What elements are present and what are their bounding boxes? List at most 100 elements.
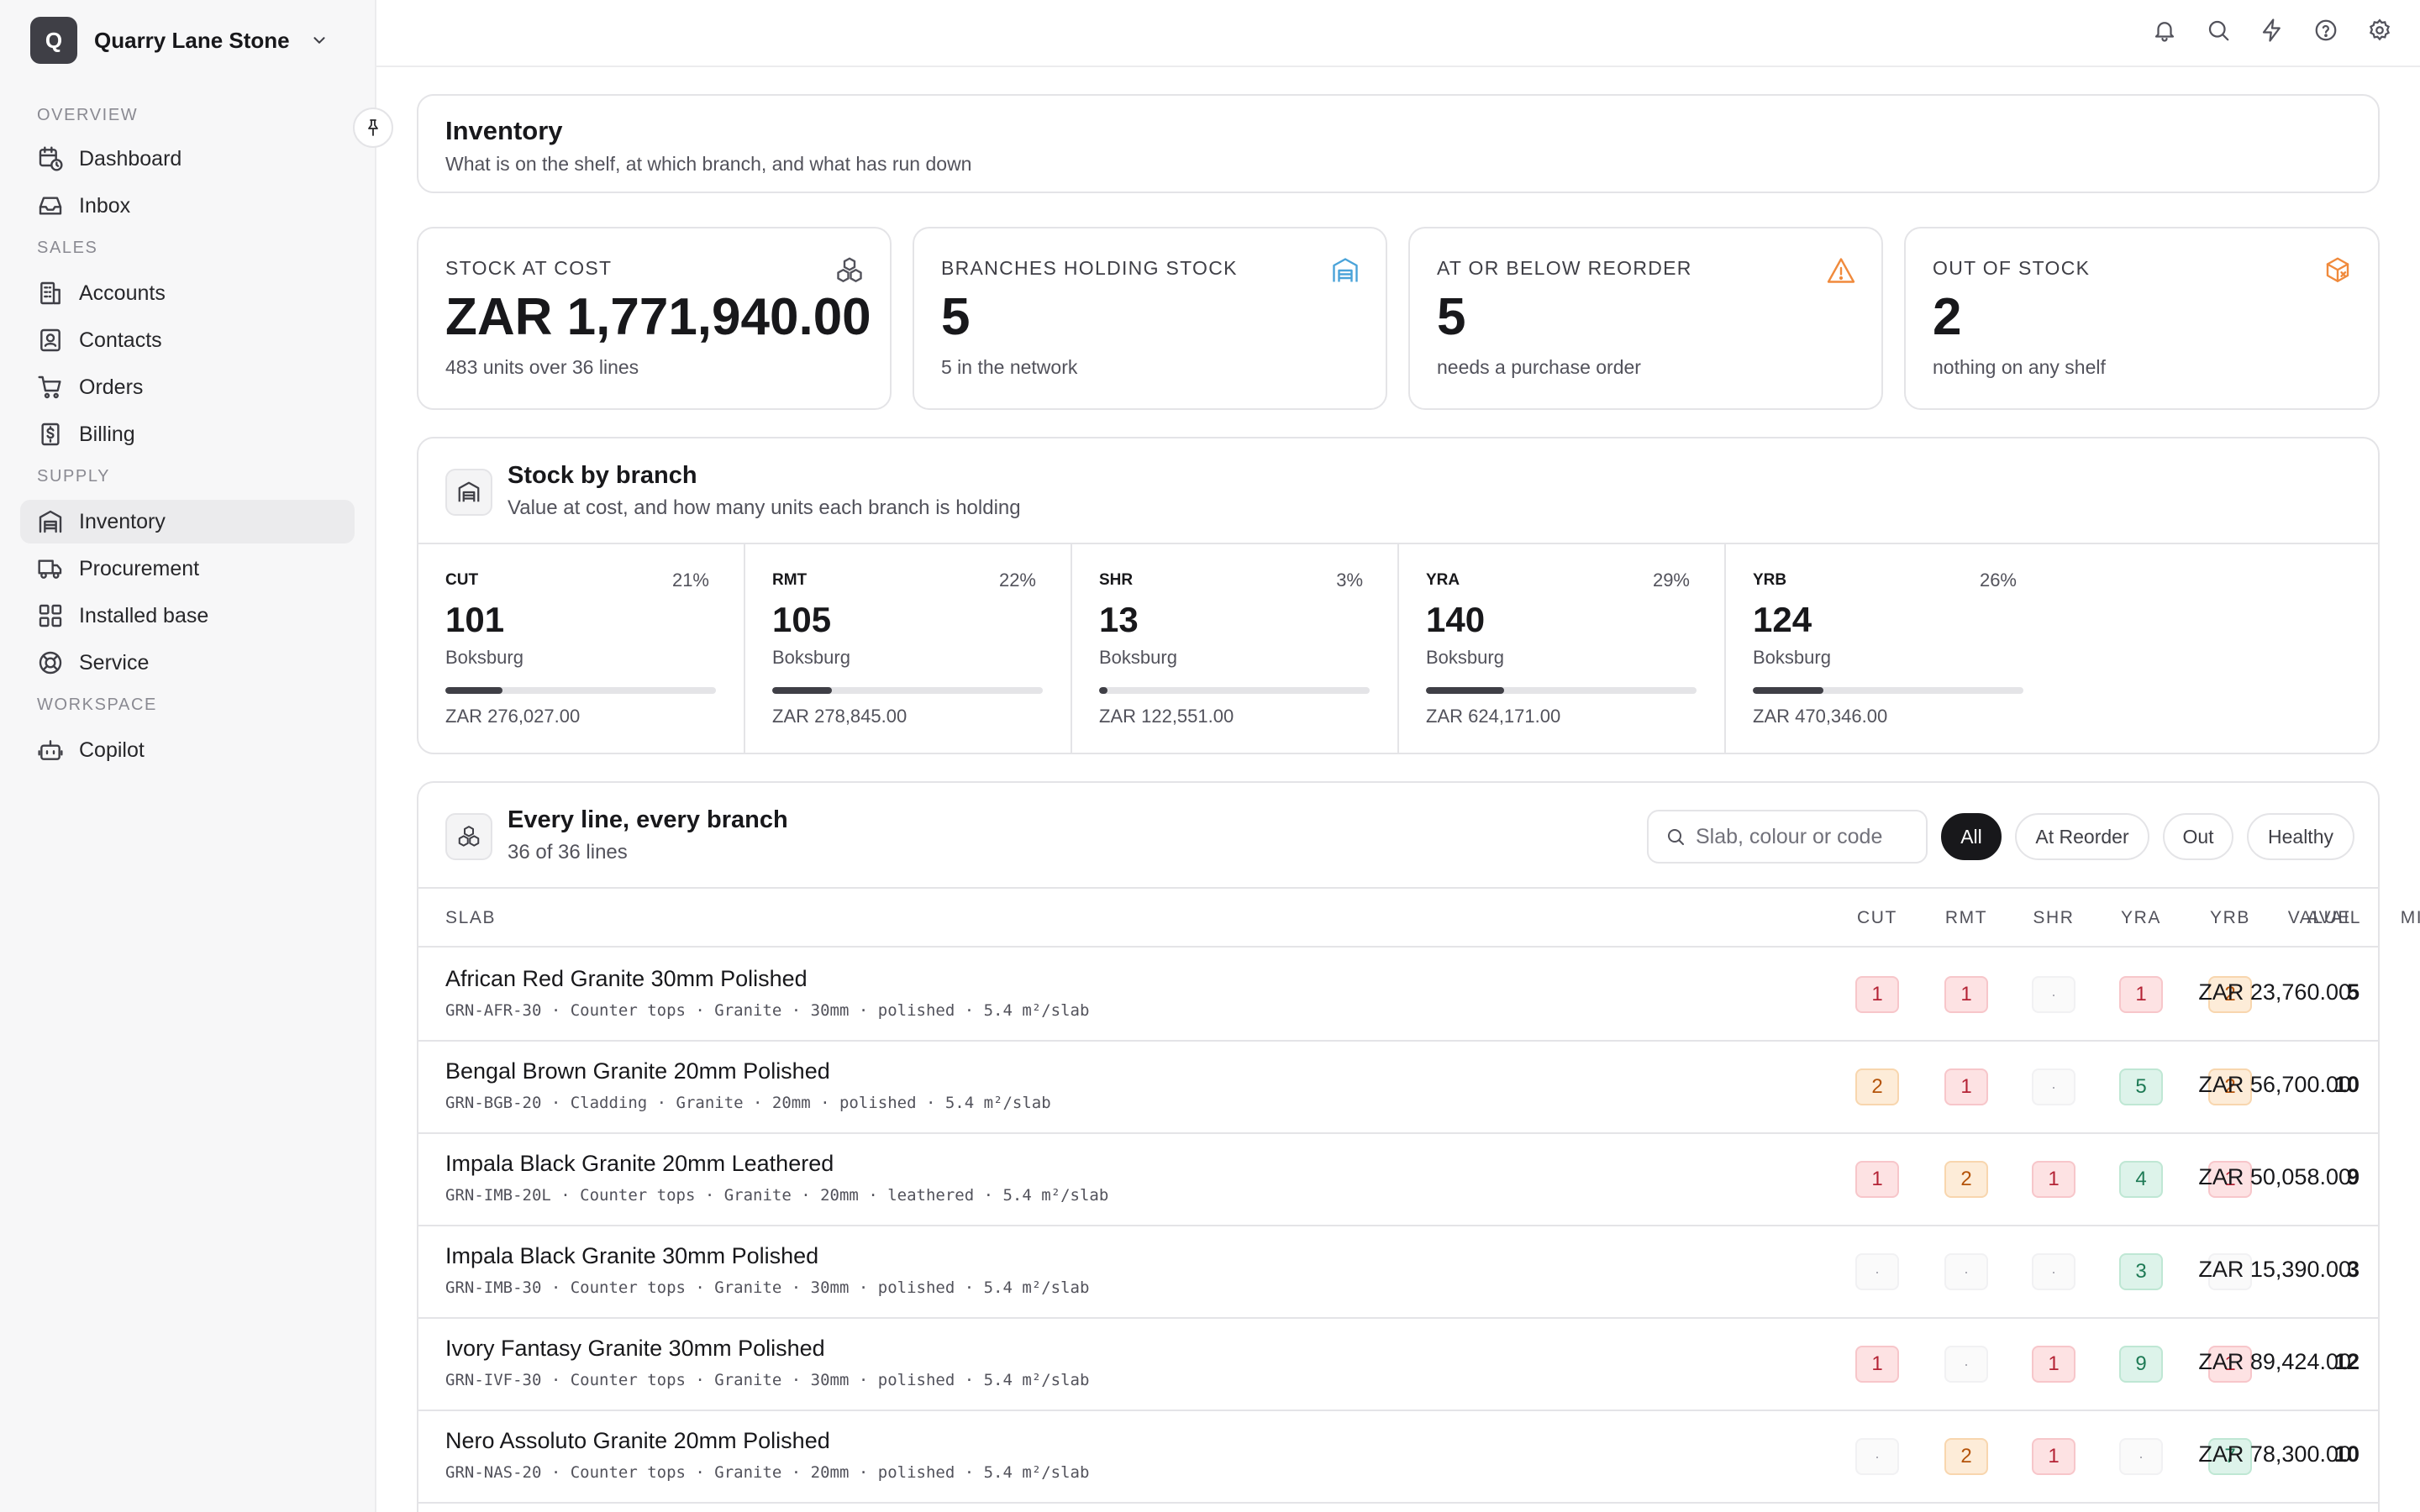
branch-share: 26% [1979,570,2017,591]
column-header-shr[interactable]: SHR [2033,908,2075,927]
kpi-subtext: 5 in the network [941,356,1078,378]
chevron-down-icon [313,37,325,44]
branch-qty-shr: · [2032,976,2075,1013]
sidebar-item-installed-base[interactable]: Installed base [20,594,355,638]
available-qty: 9 [2346,1164,2360,1189]
branch-qty-yrb: 2 [2208,1068,2252,1105]
table-row[interactable]: Ivory Fantasy Granite 30mm Polished GRN-I… [418,1319,2378,1411]
min-qty: 2 [2393,979,2420,1005]
column-header-rmt[interactable]: RMT [1944,908,1988,927]
table-row[interactable]: African Red Granite 30mm Polished GRN-AFR… [418,949,2378,1042]
table-row[interactable]: Nero Assoluto Granite 20mm Polished GRN-N… [418,1411,2378,1504]
branch-qty-rmt: 1 [1944,1068,1988,1105]
kpi-label: BRANCHES HOLDING STOCK [941,257,1238,279]
branch-share: 3% [1336,570,1363,591]
quick-actions-button[interactable] [2259,17,2286,44]
sidebar-item-label: Copilot [79,738,145,762]
dollar-receipt-icon [41,423,60,446]
branch-qty-yrb: 7 [2208,1438,2252,1475]
branch-code: YRB [1753,571,1787,589]
sidebar-item-label: Service [79,650,150,675]
sidebar-item-label: Dashboard [79,146,182,171]
section-icon [445,813,492,860]
notifications-button[interactable] [2151,17,2178,44]
warehouse-icon [1333,258,1358,282]
column-header-yrb[interactable]: YRB [2210,908,2250,927]
sidebar-item-copilot[interactable]: Copilot [20,728,355,772]
building-icon [40,281,60,305]
branch-card-yra[interactable]: YRA 29% 140 Boksburg ZAR 624,171.00 [1399,544,1726,753]
slab-name[interactable]: Impala Black Granite 20mm Leathered [445,1151,834,1176]
branch-qty-cut: 1 [1855,976,1899,1013]
column-header-avail[interactable]: AVAIL [2307,908,2361,927]
boxes-icon [458,826,480,847]
branch-qty-cut: · [1855,1253,1899,1290]
table-row[interactable]: Bengal Brown Granite 20mm Polished GRN-BG… [418,1042,2378,1134]
table-row[interactable]: Impala Black Granite 30mm Polished GRN-IM… [418,1226,2378,1319]
filter-out[interactable]: Out [2163,813,2233,860]
slab-name[interactable]: Bengal Brown Granite 20mm Polished [445,1058,830,1084]
sidebar-item-inbox[interactable]: Inbox [20,184,355,228]
branch-card-cut[interactable]: CUT 21% 101 Boksburg ZAR 276,027.00 [418,544,745,753]
column-header-cut[interactable]: CUT [1857,908,1897,927]
line-value: ZAR 23,760.00 [2198,979,2351,1005]
branch-share: 29% [1652,570,1690,591]
sidebar-item-inventory[interactable]: Inventory [20,500,355,543]
branch-share-bar [445,687,716,694]
page-title: Inventory [445,116,563,145]
kpi-value: ZAR 1,771,940.00 [445,288,871,346]
branch-units: 124 [1753,600,1812,639]
column-header-yra[interactable]: YRA [2121,908,2161,927]
contact-icon [40,328,60,352]
search-icon [2208,20,2229,41]
section-title: Every line, every branch [508,806,788,833]
pin-sidebar-button[interactable] [353,108,393,148]
column-header-slab[interactable]: SLAB [445,908,497,927]
slab-meta: GRN-IMB-20L · Counter tops · Granite · 2… [445,1186,1109,1205]
branch-qty-rmt: 2 [1944,1161,1988,1198]
kpi-at-or-below-reorder: AT OR BELOW REORDER 5 needs a purchase o… [1408,227,1883,410]
sidebar-item-orders[interactable]: Orders [20,365,355,409]
slab-name[interactable]: African Red Granite 30mm Polished [445,966,808,991]
help-button[interactable] [2312,17,2339,44]
sidebar-item-dashboard[interactable]: Dashboard [20,137,355,181]
workspace-avatar: Q [30,17,77,64]
search-button[interactable] [2205,17,2232,44]
branch-location: Boksburg [445,647,523,668]
sidebar-item-label: Inventory [79,509,166,533]
settings-button[interactable] [2366,17,2393,44]
branch-qty-cut: 1 [1855,1346,1899,1383]
sidebar-item-accounts[interactable]: Accounts [20,271,355,315]
branch-qty-cut: 2 [1855,1068,1899,1105]
workspace-switcher[interactable]: Q Quarry Lane Stone [30,17,329,64]
sidebar-item-service[interactable]: Service [20,641,355,685]
filter-at-reorder[interactable]: At Reorder [2015,813,2149,860]
column-header-value[interactable]: VALUE [2287,908,2351,927]
sidebar-item-contacts[interactable]: Contacts [20,318,355,362]
column-header-min[interactable]: MIN [2400,908,2420,927]
available-qty: 5 [2346,979,2360,1005]
kpi-label: AT OR BELOW REORDER [1437,257,1692,279]
warning-icon [1827,258,1855,283]
table-row[interactable]: Impala Black Granite 20mm Leathered GRN-I… [418,1134,2378,1226]
page-header: Inventory What is on the shelf, at which… [417,94,2380,193]
search-input[interactable]: Slab, colour or code [1647,810,1928,864]
branch-units: 140 [1426,600,1486,639]
branch-card-yrb[interactable]: YRB 26% 124 Boksburg ZAR 470,346.00 [1726,544,2053,753]
inbox-icon [39,197,62,215]
package-x-icon [2326,257,2349,282]
filter-healthy[interactable]: Healthy [2247,813,2354,860]
slab-name[interactable]: Impala Black Granite 30mm Polished [445,1243,819,1268]
branch-share-bar [1426,687,1697,694]
sidebar-item-procurement[interactable]: Procurement [20,547,355,591]
branch-card-shr[interactable]: SHR 3% 13 Boksburg ZAR 122,551.00 [1072,544,1399,753]
branch-card-rmt[interactable]: RMT 22% 105 Boksburg ZAR 278,845.00 [745,544,1072,753]
slab-name[interactable]: Nero Assoluto Granite 20mm Polished [445,1428,830,1453]
sidebar-item-label: Procurement [79,556,200,580]
branch-qty-rmt: 1 [1944,976,1988,1013]
filter-all[interactable]: All [1941,813,2002,860]
slab-name[interactable]: Ivory Fantasy Granite 30mm Polished [445,1336,825,1361]
branch-location: Boksburg [1753,647,1831,668]
sidebar-item-billing[interactable]: Billing [20,412,355,456]
min-qty: 2 [2393,1349,2420,1375]
